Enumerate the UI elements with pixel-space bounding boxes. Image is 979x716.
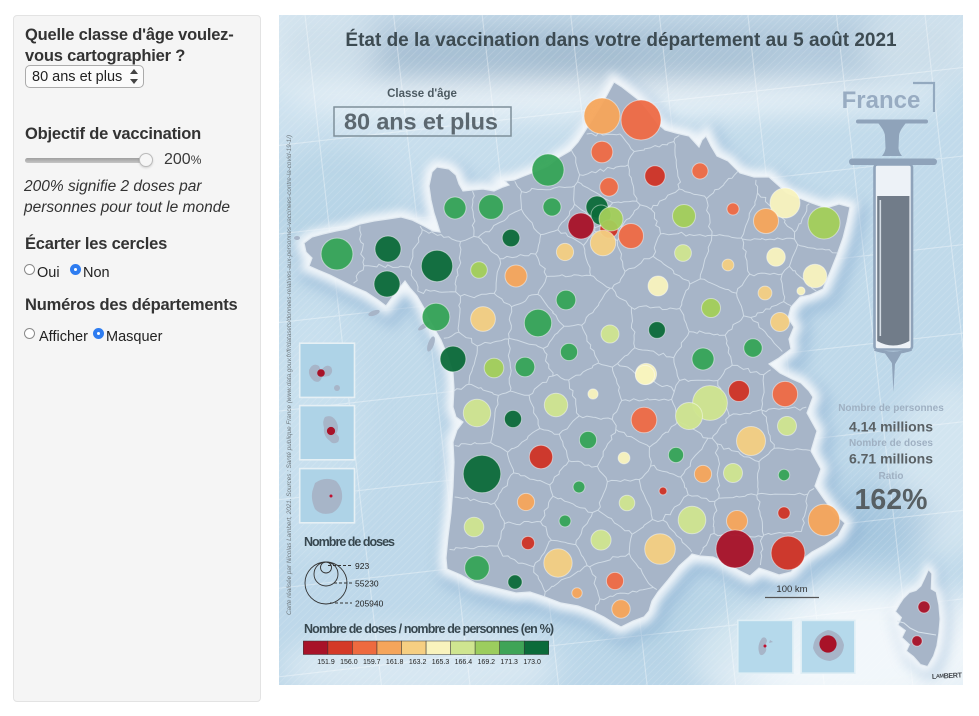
svg-text:Nombre de doses: Nombre de doses — [304, 535, 395, 549]
svg-text:169.2: 169.2 — [478, 659, 496, 666]
svg-text:166.4: 166.4 — [455, 659, 473, 666]
svg-text:Nombre de doses / nombre de pe: Nombre de doses / nombre de personnes (e… — [304, 622, 554, 636]
svg-text:Classe d'âge: Classe d'âge — [387, 88, 457, 100]
svg-text:159.7: 159.7 — [363, 659, 381, 666]
svg-text:Nombre de personnes: Nombre de personnes — [838, 403, 944, 414]
svg-text:Carte réalisée par Nicolas Lam: Carte réalisée par Nicolas Lambert, 2021… — [286, 135, 293, 615]
svg-text:État de la vaccination dans vo: État de la vaccination dans votre départ… — [345, 29, 897, 51]
svg-text:LAMBERT: LAMBERT — [932, 670, 963, 681]
svg-text:205940: 205940 — [355, 599, 384, 609]
svg-text:171.3: 171.3 — [500, 659, 518, 666]
svg-text:France: France — [842, 87, 921, 114]
svg-text:55230: 55230 — [355, 579, 379, 589]
svg-text:173.0: 173.0 — [523, 659, 541, 666]
svg-text:6.71 millions: 6.71 millions — [849, 451, 933, 467]
svg-text:165.3: 165.3 — [432, 659, 450, 666]
svg-text:923: 923 — [355, 561, 369, 571]
svg-text:161.8: 161.8 — [386, 659, 404, 666]
svg-text:100 km: 100 km — [776, 584, 807, 595]
svg-text:162%: 162% — [855, 484, 928, 516]
svg-text:Nombre de doses: Nombre de doses — [849, 438, 933, 449]
svg-text:156.0: 156.0 — [340, 659, 358, 666]
svg-text:151.9: 151.9 — [317, 659, 335, 666]
svg-text:4.14 millions: 4.14 millions — [849, 419, 933, 435]
svg-text:163.2: 163.2 — [409, 659, 427, 666]
svg-text:80 ans et plus: 80 ans et plus — [344, 109, 498, 135]
svg-text:Ratio: Ratio — [879, 471, 904, 482]
